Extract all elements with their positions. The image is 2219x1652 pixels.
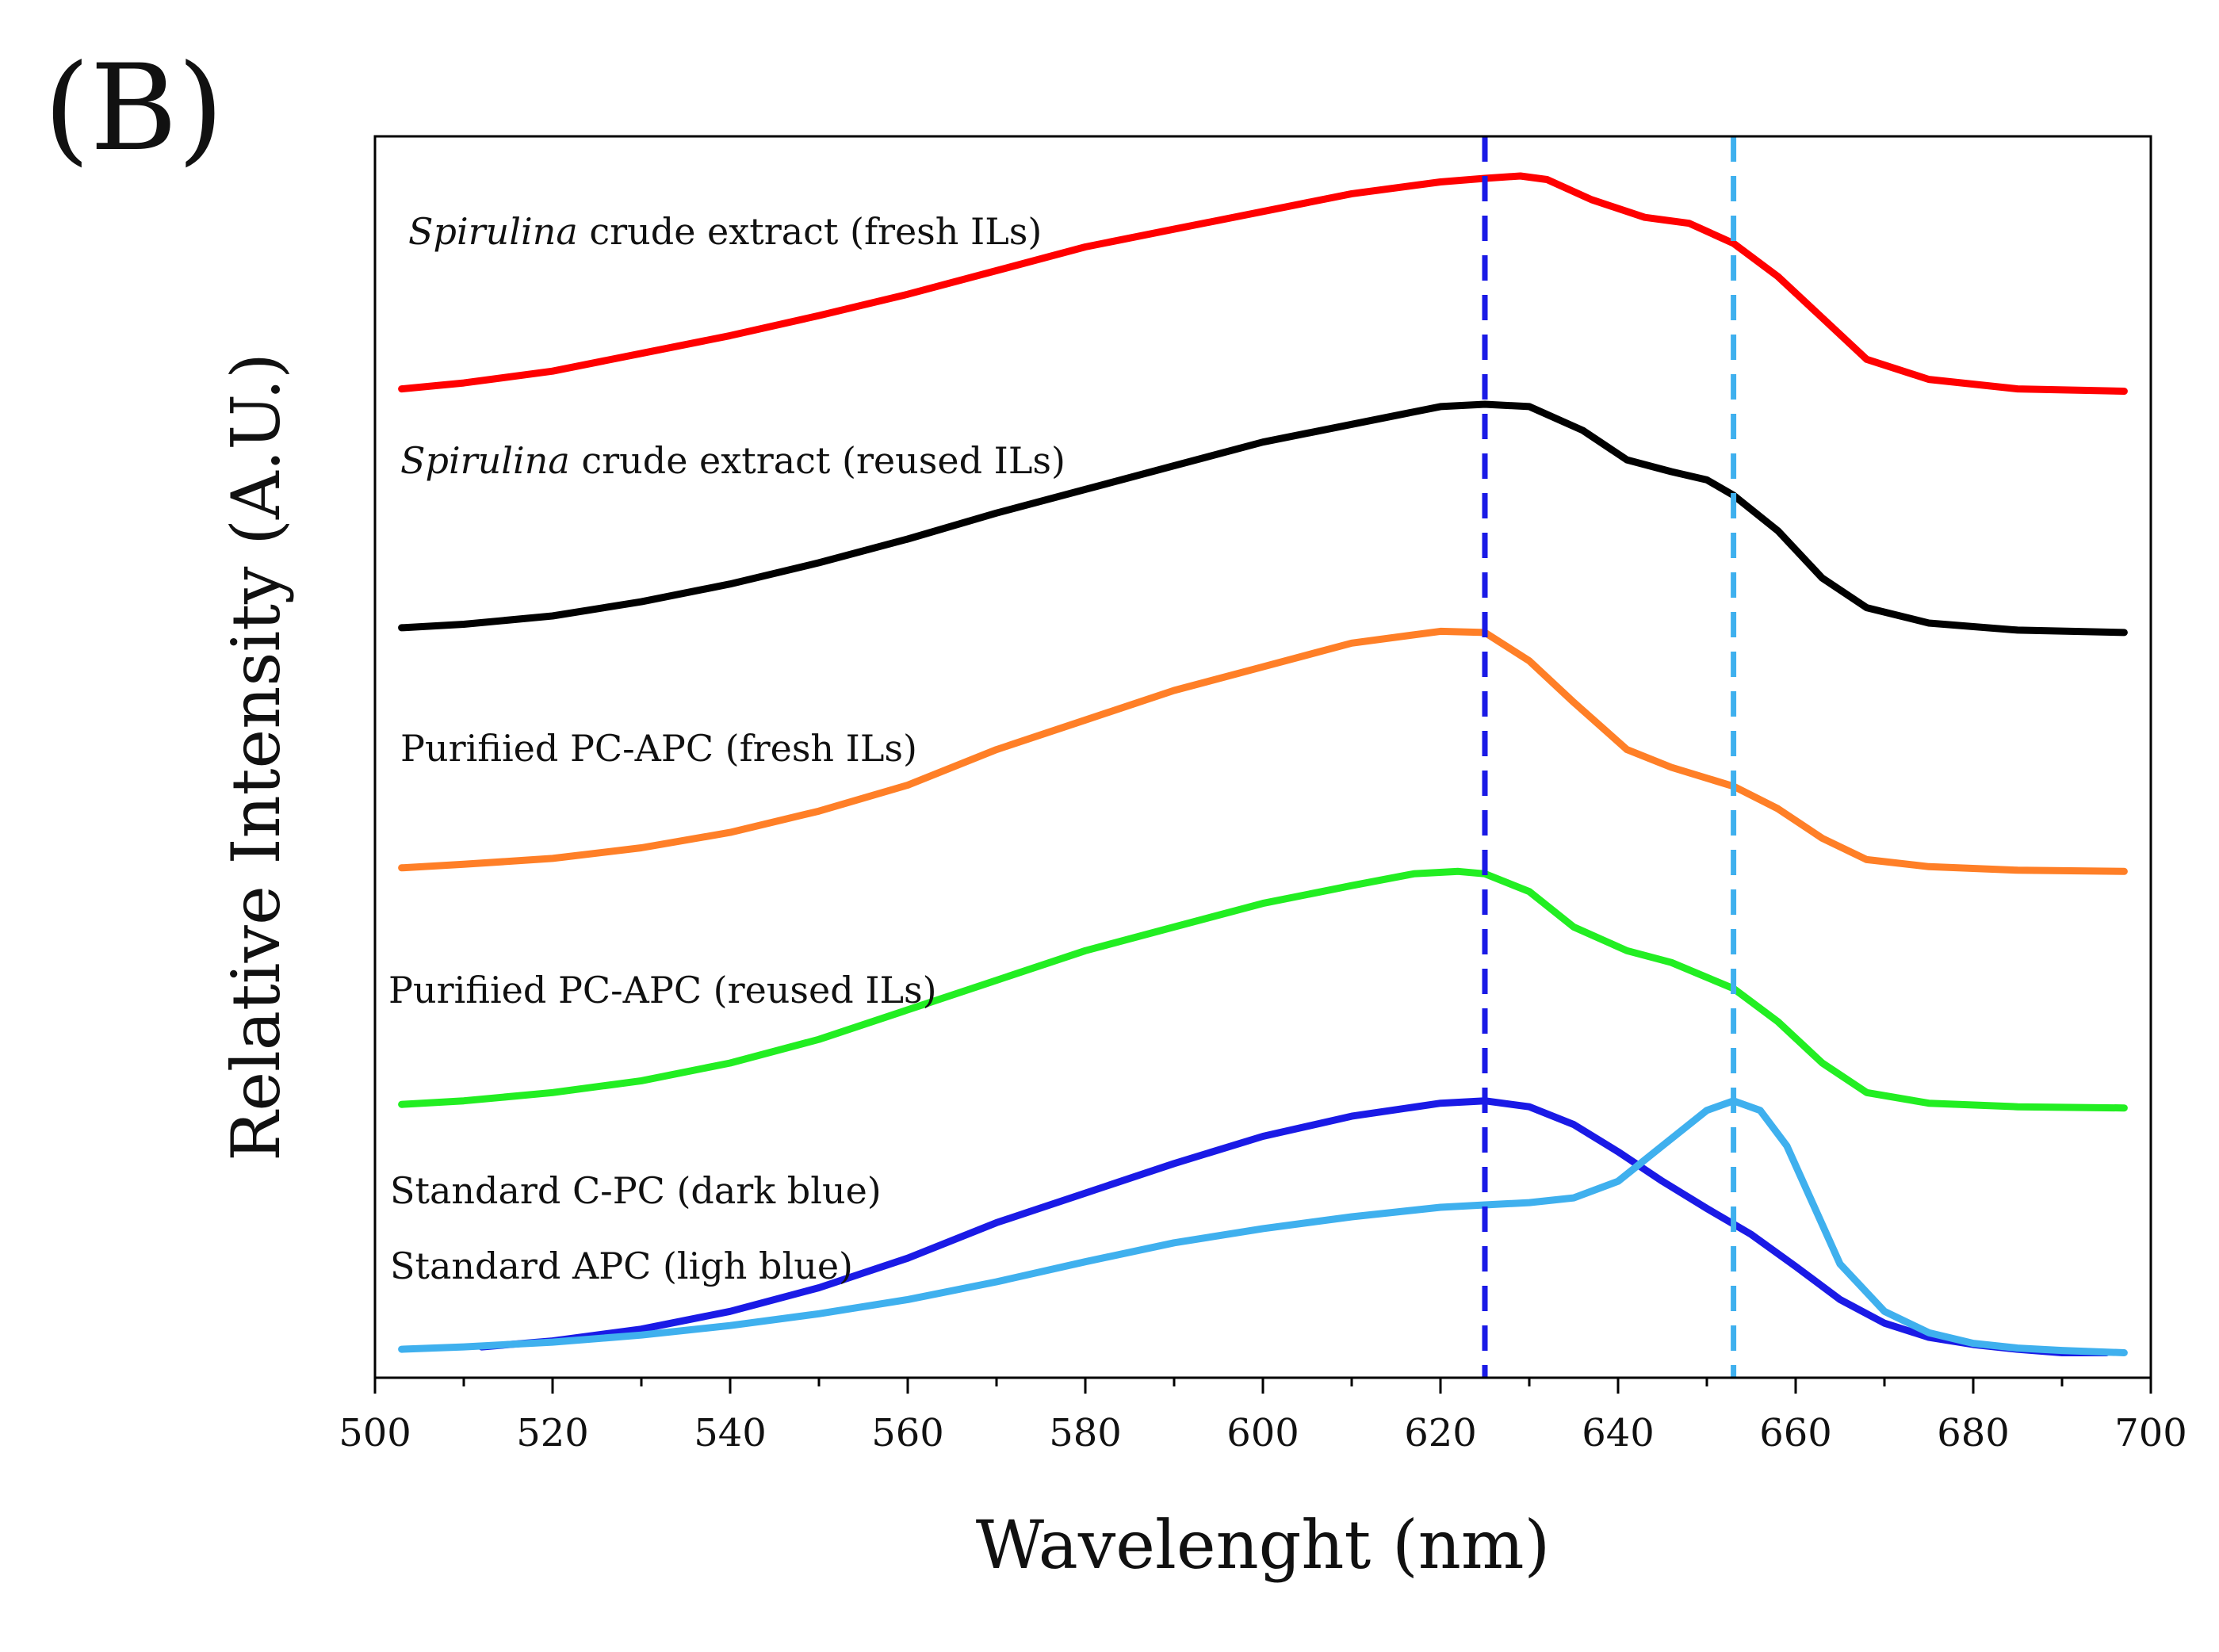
x-axis-tick-labels: 500 520 540 560 580 600 620 640 660 680 700: [339, 1411, 2187, 1455]
series-line-4: [398, 867, 2128, 1112]
series-label-text: Purifiied PC-APC (reused ILs): [388, 969, 937, 1011]
x-tick-label: 620: [1404, 1411, 1477, 1455]
series-label-text: crude extract (reused ILs): [570, 439, 1066, 482]
x-axis-title: Wavelenght (nm): [976, 1506, 1551, 1584]
series-label-italic: Spirulina: [400, 439, 570, 482]
series-line-2: [398, 400, 2128, 637]
series-line-5: [477, 1097, 2110, 1356]
x-tick-label: 700: [2114, 1411, 2187, 1455]
x-tick-label: 660: [1759, 1411, 1832, 1455]
series-labels: Spirulina crude extract (fresh ILs)Spiru…: [388, 210, 1066, 1287]
series-label-4: Purifiied PC-APC (reused ILs): [388, 969, 937, 1011]
series-label-1: Spirulina crude extract (fresh ILs): [408, 210, 1042, 253]
x-tick-label: 600: [1226, 1411, 1299, 1455]
reference-lines: [1482, 136, 1737, 1378]
series-label-italic: Spirulina: [408, 210, 578, 253]
x-axis-ticks: [373, 1378, 2152, 1394]
y-axis-title: Relative Intensity (A.U.): [217, 353, 295, 1161]
series-line-1: [398, 172, 2128, 395]
series-lines: [398, 172, 2128, 1356]
x-tick-label: 520: [516, 1411, 589, 1455]
series-label-text: Standard C-PC (dark blue): [390, 1169, 882, 1212]
series-label-3: Purifiied PC-APC (fresh ILs): [400, 727, 917, 770]
series-label-text: crude extract (fresh ILs): [578, 210, 1043, 253]
series-label-5: Standard C-PC (dark blue): [390, 1169, 882, 1212]
x-tick-label: 580: [1049, 1411, 1122, 1455]
x-tick-label: 500: [339, 1411, 411, 1455]
panel-label: (B): [44, 40, 224, 178]
series-label-text: Purifiied PC-APC (fresh ILs): [400, 727, 917, 770]
series-label-text: Standard APC (ligh blue): [390, 1245, 853, 1287]
x-tick-label: 540: [694, 1411, 767, 1455]
series-line-6: [398, 1097, 2128, 1356]
x-tick-label: 640: [1582, 1411, 1655, 1455]
series-label-2: Spirulina crude extract (reused ILs): [400, 439, 1066, 482]
series-label-6: Standard APC (ligh blue): [390, 1245, 853, 1287]
x-tick-label: 560: [871, 1411, 944, 1455]
series-line-3: [398, 627, 2128, 875]
x-tick-label: 680: [1937, 1411, 2010, 1455]
